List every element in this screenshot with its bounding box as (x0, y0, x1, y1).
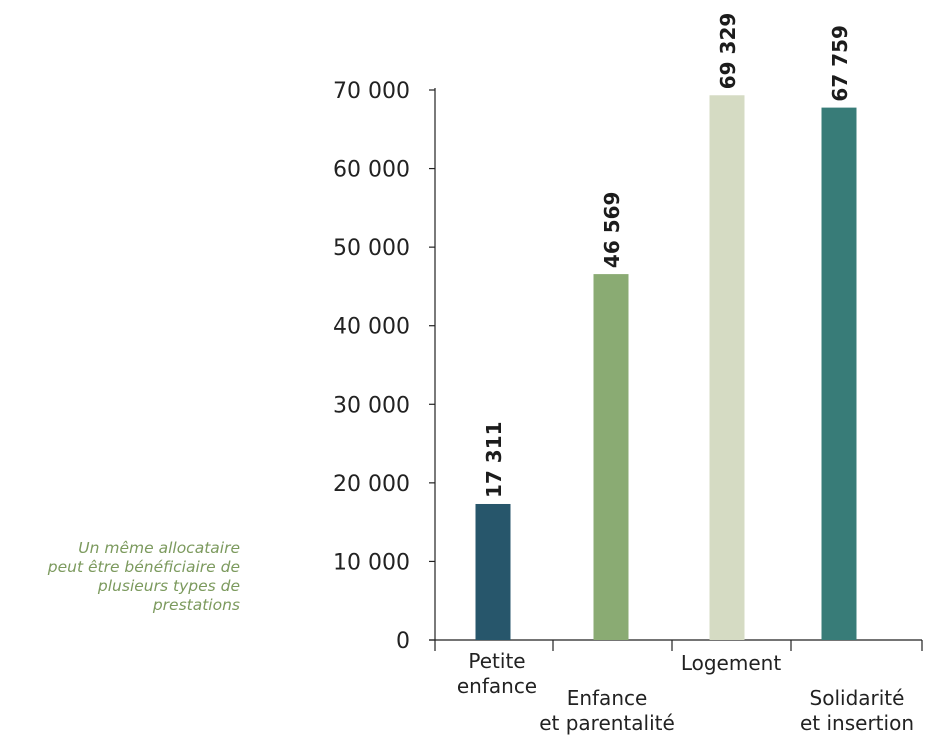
x-category-label-line: Solidarité (810, 686, 905, 710)
x-category-label-line: et insertion (800, 711, 914, 735)
y-tick-label: 70 000 (333, 79, 410, 104)
footnote: Un même allocataire peut être bénéficiai… (0, 539, 240, 615)
y-tick-label: 20 000 (333, 472, 410, 497)
x-category-label-line: Logement (681, 651, 781, 675)
bar-value-label: 69 329 (716, 13, 740, 90)
bar-value-label: 46 569 (600, 192, 624, 269)
footnote-line-3: plusieurs types de (97, 577, 240, 595)
y-tick-label: 40 000 (333, 315, 410, 340)
bar (709, 95, 745, 640)
footnote-line-1: Un même allocataire (78, 539, 240, 557)
y-tick-label: 60 000 (333, 158, 410, 183)
bar-value-label: 67 759 (828, 25, 852, 102)
bar-value-label: 17 311 (482, 421, 506, 498)
x-category-label-line: et parentalité (539, 711, 675, 735)
footnote-line-2: peut être bénéficiaire de (47, 558, 240, 576)
bar (593, 274, 629, 640)
footnote-line-4: prestations (152, 596, 240, 614)
y-tick-label: 0 (396, 629, 410, 654)
x-category-label: Enfance et parentalité (539, 686, 675, 735)
x-category-label-line: Enfance (567, 686, 648, 710)
x-category-label: Petite enfance (457, 649, 537, 698)
bar (821, 107, 857, 641)
x-category-label: Solidarité et insertion (800, 686, 914, 735)
y-tick-label: 10 000 (333, 550, 410, 575)
bar (475, 503, 511, 640)
y-tick-label: 50 000 (333, 236, 410, 261)
x-category-label-line: enfance (457, 674, 537, 698)
x-category-label: Logement (681, 651, 781, 675)
x-category-label-line: Petite (468, 649, 525, 673)
y-tick-label: 30 000 (333, 393, 410, 418)
